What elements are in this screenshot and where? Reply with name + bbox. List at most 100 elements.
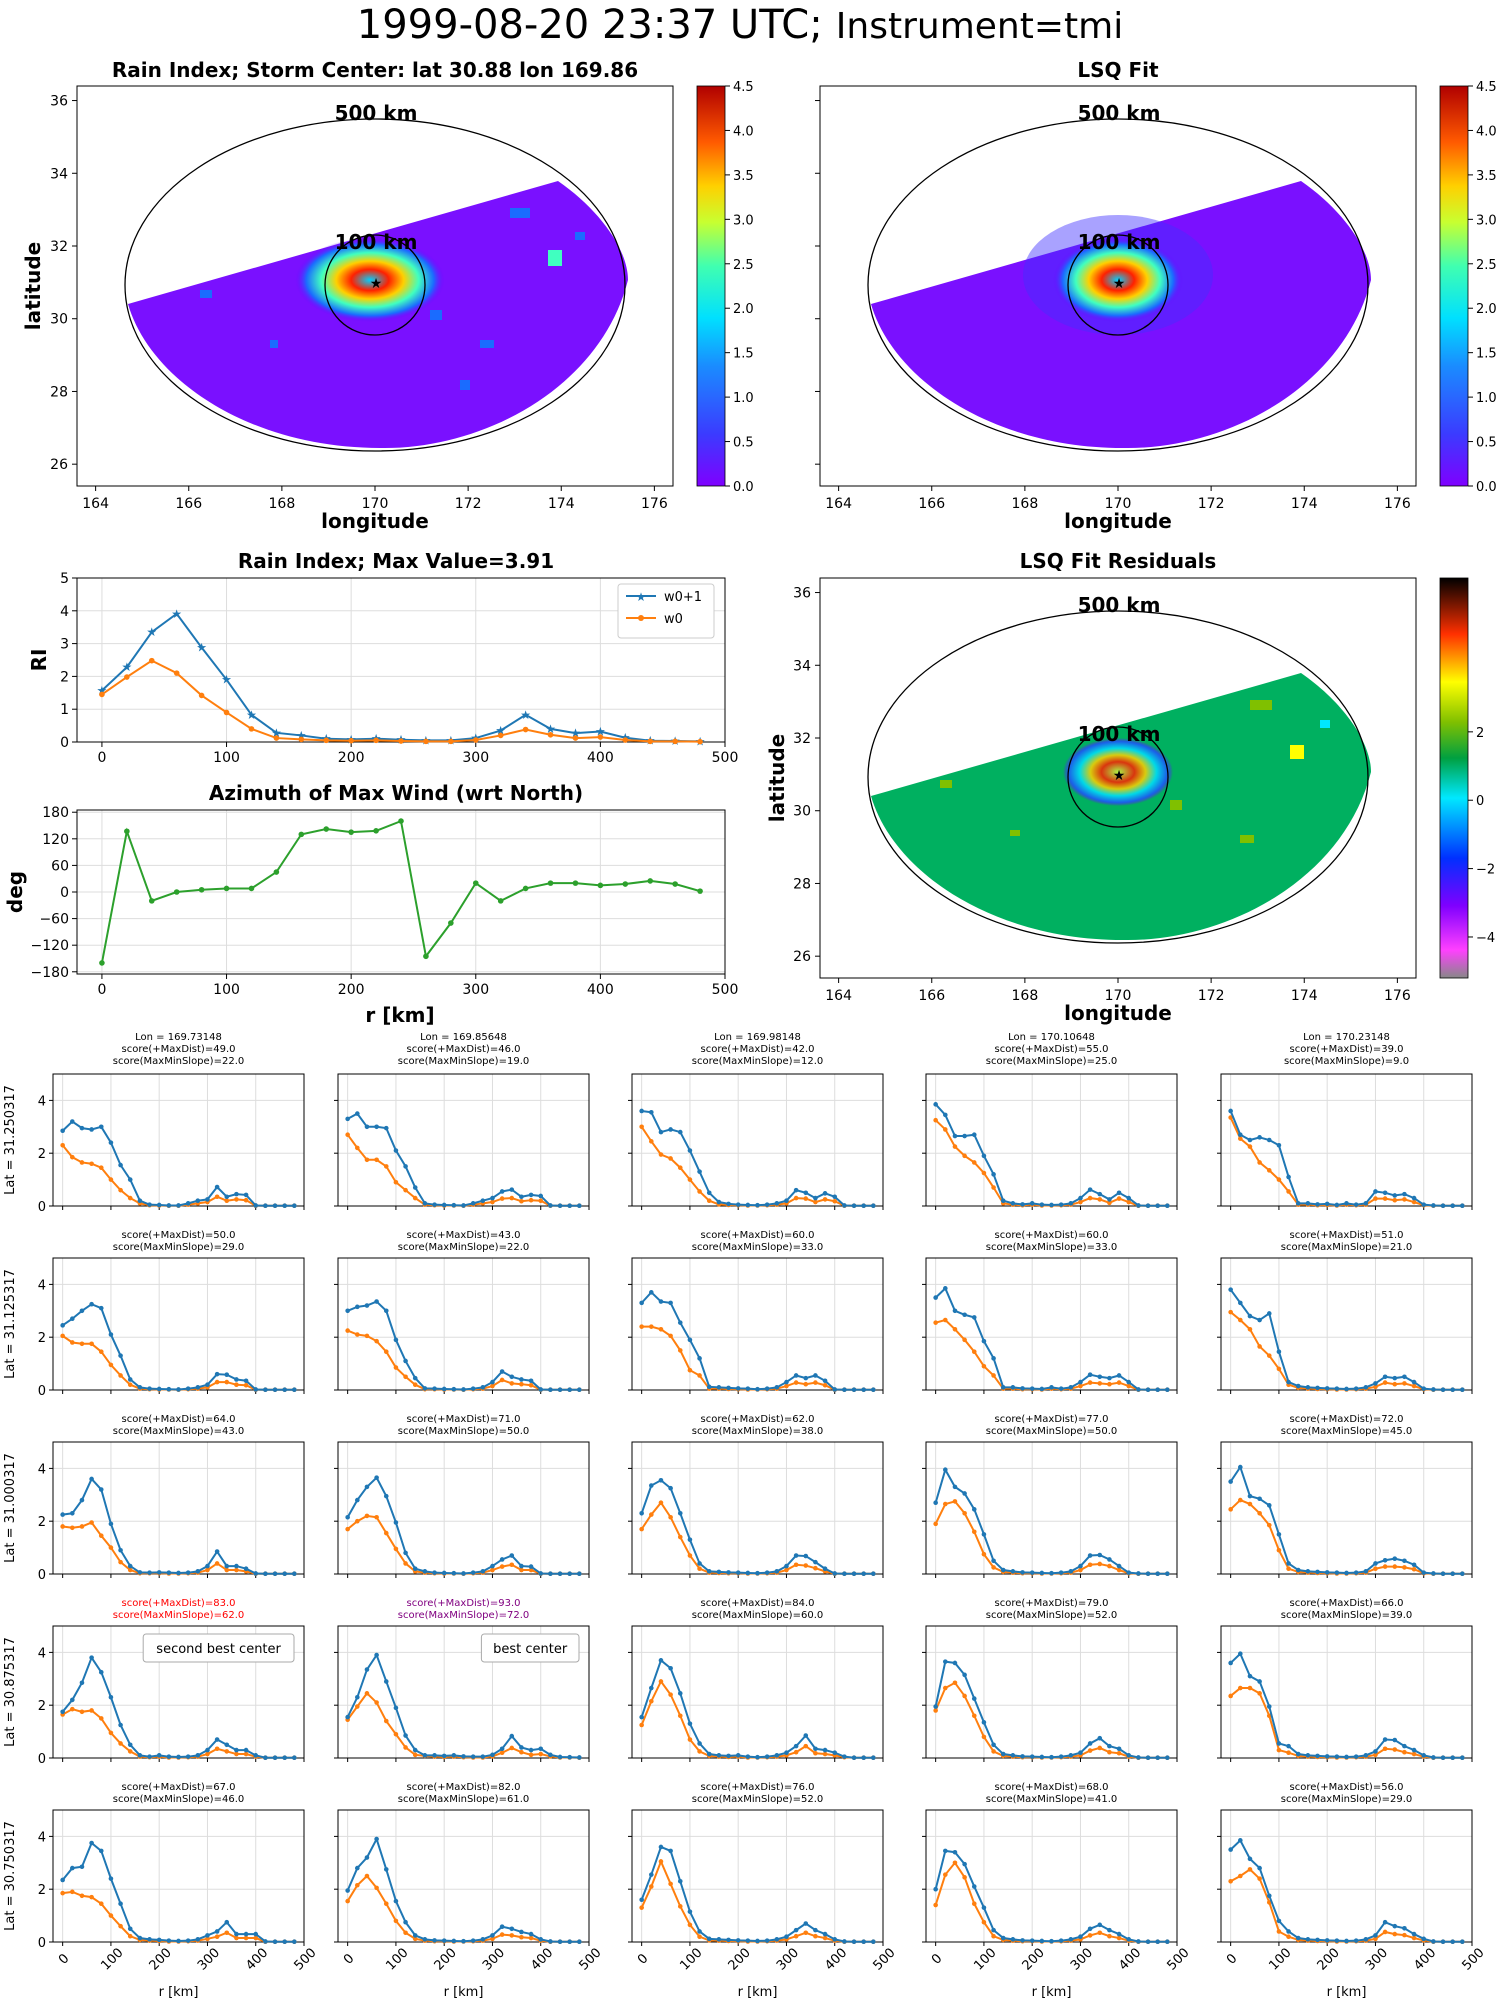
panel-xlabel: r [km] xyxy=(738,1985,778,2000)
w0p1-point xyxy=(784,1379,789,1385)
w0p1-line xyxy=(934,1103,1168,1207)
w0p1-point xyxy=(952,1484,958,1490)
w0p1-point xyxy=(1373,1189,1378,1194)
w0p1-point xyxy=(822,1191,828,1196)
scan-panel: score(+MaxDist)=62.0score(MaxMinSlope)=3… xyxy=(628,1414,884,1578)
w0p1-point xyxy=(813,1746,818,1752)
annotation-box xyxy=(480,1633,580,1663)
w0p1-point xyxy=(185,1570,191,1575)
data-point xyxy=(298,831,305,838)
score-maxminslope: score(MaxMinSlope)=12.0 xyxy=(692,1056,823,1067)
w0p1-point xyxy=(60,1709,65,1715)
data-point xyxy=(672,738,678,745)
score-maxdist: score(+MaxDist)=83.0 xyxy=(122,1598,236,1609)
w0-point xyxy=(1078,1567,1083,1573)
data-point xyxy=(647,738,654,745)
x-tick-label: 400 xyxy=(1411,1945,1439,1973)
data-point-star: ★ xyxy=(570,726,581,740)
w0p1-point xyxy=(355,1111,360,1116)
ring-label-100: 100 km xyxy=(1078,230,1161,254)
w0-point xyxy=(1411,1751,1417,1757)
w0p1-point xyxy=(490,1752,495,1758)
w0p1-point xyxy=(1068,1753,1074,1758)
w0-point xyxy=(1373,1566,1378,1572)
w0-point xyxy=(205,1936,210,1942)
w0p1-point xyxy=(1039,1386,1045,1392)
w0p1-point xyxy=(1116,1190,1122,1196)
w0-point xyxy=(784,1383,789,1389)
w0-point xyxy=(1411,1383,1417,1389)
residual-swath xyxy=(871,673,1371,941)
w0p1-point xyxy=(441,1938,447,1943)
w0p1-point xyxy=(668,1848,673,1854)
w0p1-point xyxy=(499,1557,505,1562)
figure-suptitle: 1999-08-20 23:37 UTC; Instrument=tmi xyxy=(357,2,1123,48)
y-tick-label: 34 xyxy=(793,658,811,674)
w0-point xyxy=(677,1713,683,1719)
w0p1-point xyxy=(861,1571,866,1577)
w0-point xyxy=(108,1177,114,1182)
w0-point xyxy=(412,1752,418,1758)
score-maxminslope: score(MaxMinSlope)=46.0 xyxy=(113,1794,244,1805)
data-point xyxy=(99,960,105,966)
w0-point xyxy=(793,1749,799,1755)
panel-frame xyxy=(52,1257,305,1391)
w0p1-point xyxy=(137,1385,143,1390)
score-maxminslope: score(MaxMinSlope)=21.0 xyxy=(1281,1242,1412,1253)
w0-point xyxy=(345,1526,350,1532)
w0p1-point xyxy=(745,1386,751,1391)
w0p1-point xyxy=(1324,1201,1330,1207)
w0p1-point xyxy=(677,1129,683,1135)
w0p1-point xyxy=(1039,1570,1045,1576)
w0-point xyxy=(70,1154,75,1160)
w0p1-point xyxy=(166,1203,172,1208)
w0p1-point xyxy=(1353,1754,1359,1759)
w0p1-point xyxy=(548,1571,553,1577)
w0p1-point xyxy=(263,1939,268,1944)
scan-panel: score(+MaxDist)=71.0score(MaxMinSlope)=5… xyxy=(334,1414,590,1578)
w0p1-point xyxy=(726,1201,731,1207)
w0p1-point xyxy=(393,1520,399,1525)
scan-panel: 0 100 200 300 400 500 score(+MaxDist)=82.0scor… xyxy=(334,1782,605,2000)
w0p1-point xyxy=(253,1931,259,1937)
w0-point xyxy=(345,1132,350,1138)
w0p1-point xyxy=(851,1755,857,1761)
data-point xyxy=(597,734,604,740)
column-lon-title: Lon = 169.73148 xyxy=(135,1032,222,1043)
y-tick-label: 5 xyxy=(60,571,69,587)
w0-point xyxy=(79,1893,85,1899)
w0p1-point xyxy=(1145,1939,1151,1945)
x-tick-label: 174 xyxy=(1291,496,1318,512)
scan-panel: score(+MaxDist)=93.0score(MaxMinSlope)=7… xyxy=(334,1598,590,1762)
w0-point xyxy=(127,1749,133,1754)
w0p1-point xyxy=(668,1127,673,1132)
w0p1-point xyxy=(1295,1935,1301,1941)
w0p1-point xyxy=(933,1295,938,1300)
w0p1-point xyxy=(943,1659,948,1664)
w0-point xyxy=(1097,1381,1103,1386)
w0-point xyxy=(991,1185,996,1190)
w0p1-point xyxy=(1010,1937,1016,1942)
y-tick-label: 32 xyxy=(50,239,68,255)
w0-point xyxy=(981,1734,987,1740)
data-point-star: ★ xyxy=(171,607,182,621)
w0-point xyxy=(403,1187,408,1193)
w0p1-point xyxy=(793,1927,799,1933)
w0p1-point xyxy=(1165,1387,1170,1393)
w0p1-point xyxy=(412,1933,418,1938)
w0-point xyxy=(108,1913,114,1918)
w0p1-point xyxy=(79,1308,85,1314)
w0p1-point xyxy=(774,1201,780,1206)
w0p1-point xyxy=(1116,1746,1122,1752)
x-tick-label: 300 xyxy=(462,750,489,766)
data-point xyxy=(348,829,354,835)
w0p1-point xyxy=(127,1926,133,1932)
w0p1-point xyxy=(60,1128,65,1134)
w0p1-point xyxy=(1107,1743,1112,1749)
w0-point xyxy=(991,1933,996,1939)
x-tick-label: 300 xyxy=(1068,1945,1096,1973)
score-maxminslope: score(MaxMinSlope)=50.0 xyxy=(398,1426,529,1437)
y-tick-label: 2 xyxy=(38,1331,46,1346)
w0p1-point xyxy=(451,1570,457,1576)
w0p1-point xyxy=(1344,1570,1349,1576)
